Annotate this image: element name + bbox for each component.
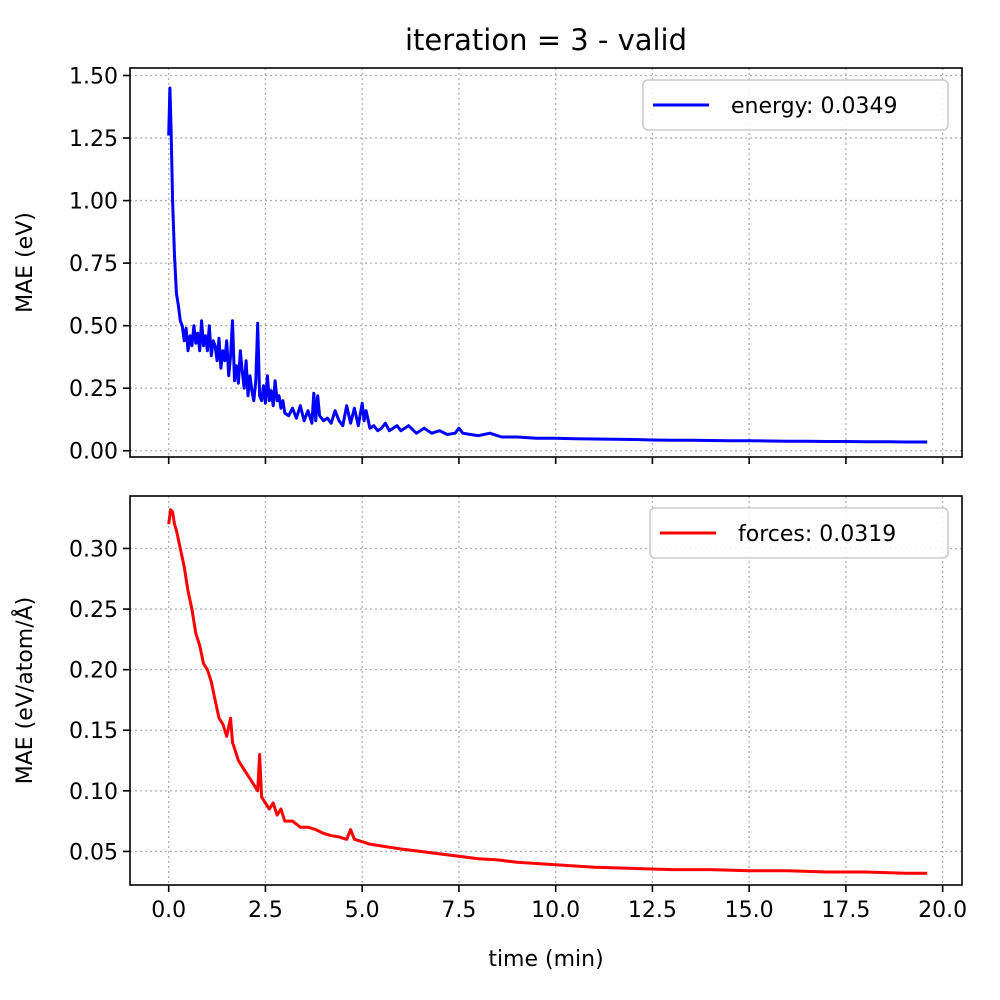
axes-frame <box>129 495 963 886</box>
y-tick-label: 0.10 <box>69 780 118 805</box>
y-tick-label: 0.25 <box>69 598 118 623</box>
legend-label: forces: 0.0319 <box>738 522 896 547</box>
x-tick-label: 7.5 <box>441 898 476 923</box>
x-tick-label: 17.5 <box>821 898 870 923</box>
x-axis-label: time (min) <box>488 947 603 972</box>
x-tick-label: 0.0 <box>151 898 186 923</box>
x-tick-label: 20.0 <box>918 898 967 923</box>
legend-box <box>649 507 949 559</box>
chart-title: iteration = 3 - valid <box>405 23 687 57</box>
y-axis-label: MAE (eV/atom/Å) <box>11 597 38 785</box>
y-tick-label: 0.05 <box>69 840 118 865</box>
x-tick-label: 15.0 <box>725 898 774 923</box>
x-tick-label: 10.0 <box>531 898 580 923</box>
x-tick-label: 2.5 <box>248 898 283 923</box>
series-line <box>167 86 928 444</box>
y-axis-label: MAE (eV) <box>13 212 38 313</box>
forces-subplot: 0.0 2.5 5.0 7.5 10.0 12.5 15.0 17.5 20.0 0.05 0.10… <box>11 495 967 923</box>
y-tick-label: 0.30 <box>69 537 118 562</box>
legend: forces: 0.0319 <box>649 507 949 559</box>
energy-subplot: 0.00 0.25 0.50 0.75 1.00 1.25 1.50 MAE (eV) ener… <box>13 65 963 465</box>
y-tick-label: 0.15 <box>69 719 118 744</box>
y-tick-label: 1.50 <box>69 65 118 90</box>
y-tick-label: 0.00 <box>69 440 118 465</box>
y-tick-label: 0.75 <box>69 252 118 277</box>
legend: energy: 0.0349 <box>642 79 949 131</box>
y-tick-label: 0.20 <box>69 659 118 684</box>
y-tick-label: 0.50 <box>69 315 118 340</box>
y-tick-label: 1.00 <box>69 190 118 215</box>
x-tick-label: 5.0 <box>345 898 380 923</box>
legend-box <box>642 79 949 131</box>
x-tick-label: 12.5 <box>628 898 677 923</box>
series-line <box>167 508 928 875</box>
legend-label: energy: 0.0349 <box>731 94 897 119</box>
y-tick-label: 1.25 <box>69 127 118 152</box>
y-tick-label: 0.25 <box>69 377 118 402</box>
